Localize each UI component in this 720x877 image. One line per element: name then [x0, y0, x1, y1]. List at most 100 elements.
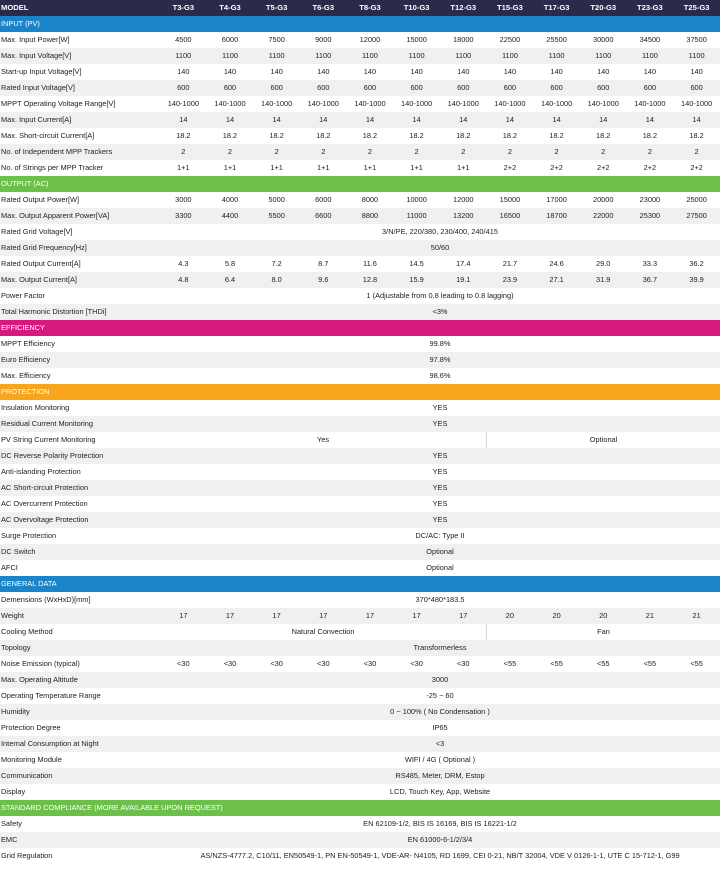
- spec-value: <55: [503, 659, 517, 668]
- spec-row: Surge Protection DC/AC: Type II: [0, 528, 720, 544]
- spec-value: <55: [550, 659, 563, 668]
- spec-value: 14: [393, 112, 440, 128]
- spec-value: 2: [579, 144, 627, 160]
- spec-row: Operating Temperature Range -25 ~ 60: [0, 688, 720, 704]
- spec-label: AFCI: [1, 563, 18, 572]
- spec-value: 140: [317, 67, 330, 76]
- spec-value-merged: DC/AC: Type II: [415, 531, 465, 540]
- spec-value-merged: Optional: [160, 544, 720, 560]
- spec-value: 21.7: [502, 259, 518, 268]
- spec-row: Topology Transformerless: [0, 640, 720, 656]
- spec-value-group-a: Natural Convection: [291, 627, 355, 636]
- spec-row: Communication RS485, Meter, DRM, Estop: [0, 768, 720, 784]
- spec-value: 1+1: [410, 163, 423, 172]
- spec-row: Max. Input Voltage[V] 1100 1100 1100 1100 110…: [0, 48, 720, 64]
- spec-value: 140-1000: [680, 99, 713, 108]
- spec-value: 18.2: [502, 131, 518, 140]
- spec-value: 5.8: [224, 259, 236, 268]
- spec-value: <30: [410, 659, 423, 668]
- spec-label: Grid Regulation: [1, 851, 53, 860]
- model-name: T20-G3: [579, 0, 627, 16]
- spec-row: Weight 17 17 17 17 17 17 17 20 20 20 21 21: [0, 608, 720, 624]
- spec-value: 12.8: [346, 272, 394, 288]
- spec-label: No. of Strings per MPP Tracker: [1, 163, 104, 172]
- spec-label: AC Short-circuit Protection: [0, 480, 160, 496]
- spec-value: 17.4: [456, 259, 471, 268]
- spec-value-merged: YES: [160, 512, 720, 528]
- spec-row: Display LCD, Touch Key, App, Website: [0, 784, 720, 800]
- spec-value: 9000: [315, 35, 332, 44]
- spec-label: PV String Current Monitoring: [1, 435, 96, 444]
- spec-value: 18.2: [642, 131, 658, 140]
- spec-value: 140-1000: [494, 99, 526, 108]
- spec-value: 14: [626, 112, 674, 128]
- spec-value: <30: [223, 659, 237, 668]
- spec-value-group-b: Fan: [486, 624, 720, 640]
- spec-value: 140: [643, 67, 657, 76]
- spec-value-merged: YES: [432, 467, 448, 476]
- spec-value: 1100: [579, 48, 627, 64]
- section-header: OUTPUT (AC): [0, 176, 720, 192]
- spec-value: 600: [346, 80, 394, 96]
- spec-value-merged: 0 ~ 100% ( No Condensation ): [160, 704, 720, 720]
- spec-value-merged: LCD, Touch Key, App, Website: [389, 787, 491, 796]
- spec-row: Max. Efficiency 98.6%: [0, 368, 720, 384]
- spec-label: AC Overvoltage Protection: [0, 512, 160, 528]
- spec-value: 11.6: [363, 259, 377, 268]
- spec-value: 20: [579, 608, 627, 624]
- spec-row: Rated Output Current[A] 4.3 5.8 7.2 8.7 11.6 1…: [0, 256, 720, 272]
- spec-value: 18.2: [362, 131, 378, 140]
- spec-value: 4400: [206, 208, 254, 224]
- spec-value: <55: [643, 659, 657, 668]
- spec-value: <30: [270, 659, 283, 668]
- spec-value: 1100: [299, 48, 347, 64]
- spec-value: 17: [206, 608, 254, 624]
- spec-value: 5000: [268, 195, 285, 204]
- spec-value: 12000: [359, 35, 381, 44]
- spec-value-merged: WIFI / 4G ( Optional ): [404, 755, 476, 764]
- spec-value: 14: [299, 112, 347, 128]
- spec-value: 1+1: [177, 163, 190, 172]
- spec-value: 7.2: [271, 259, 282, 268]
- spec-row: Rated Output Power[W] 3000 4000 5000 6000 800…: [0, 192, 720, 208]
- spec-value: 3000: [175, 195, 192, 204]
- spec-value: 25300: [626, 208, 674, 224]
- section-title: GENERAL DATA: [0, 576, 720, 592]
- spec-label: MPPT Operating Voltage Range[V]: [1, 99, 116, 108]
- section-header: STANDARD COMPLIANCE (MORE AVAILABLE UPON…: [0, 800, 720, 816]
- spec-row: MPPT Operating Voltage Range[V] 140-1000 1…: [0, 96, 720, 112]
- spec-value-merged: <3%: [160, 304, 720, 320]
- spec-label: Total Harmonic Distortion [THDi]: [0, 304, 160, 320]
- spec-label: Start-up Input Voltage[V]: [1, 67, 82, 76]
- spec-label: No. of Independent MPP Trackers: [0, 144, 160, 160]
- spec-value: 16500: [486, 208, 534, 224]
- spec-value: 39.9: [673, 272, 720, 288]
- spec-value-merged: 98.6%: [429, 371, 451, 380]
- spec-value: 18.2: [456, 131, 471, 140]
- spec-value: 36.2: [689, 259, 704, 268]
- spec-value: 14: [439, 112, 487, 128]
- spec-label: Power Factor: [1, 291, 45, 300]
- spec-value: 1100: [626, 48, 674, 64]
- spec-value: 13200: [439, 208, 487, 224]
- spec-value-merged: 3000: [160, 672, 720, 688]
- spec-value-merged: YES: [160, 416, 720, 432]
- spec-value: 14: [346, 112, 394, 128]
- spec-row: Max. Input Current[A] 14 14 14 14 14 14 14 14 14 1…: [0, 112, 720, 128]
- spec-label: DC Switch: [0, 544, 160, 560]
- spec-value: 1100: [486, 48, 534, 64]
- spec-value-merged: AS/NZS-4777.2, C10/11, EN50549-1, PN EN-…: [200, 851, 680, 860]
- spec-value-merged: YES: [160, 448, 720, 464]
- spec-value: 19.1: [439, 272, 487, 288]
- spec-row: Internal Consumption at Night <3: [0, 736, 720, 752]
- spec-label: Humidity: [0, 704, 160, 720]
- spec-value: 2+2: [643, 163, 657, 172]
- spec-label: Anti-islanding Protection: [1, 467, 81, 476]
- spec-value: 140-1000: [634, 99, 666, 108]
- spec-value: 2+2: [550, 163, 563, 172]
- spec-value: 1100: [253, 48, 300, 64]
- spec-value: 600: [253, 80, 300, 96]
- spec-value: 23.9: [486, 272, 534, 288]
- spec-value: 18.2: [269, 131, 284, 140]
- spec-value: 600: [393, 80, 440, 96]
